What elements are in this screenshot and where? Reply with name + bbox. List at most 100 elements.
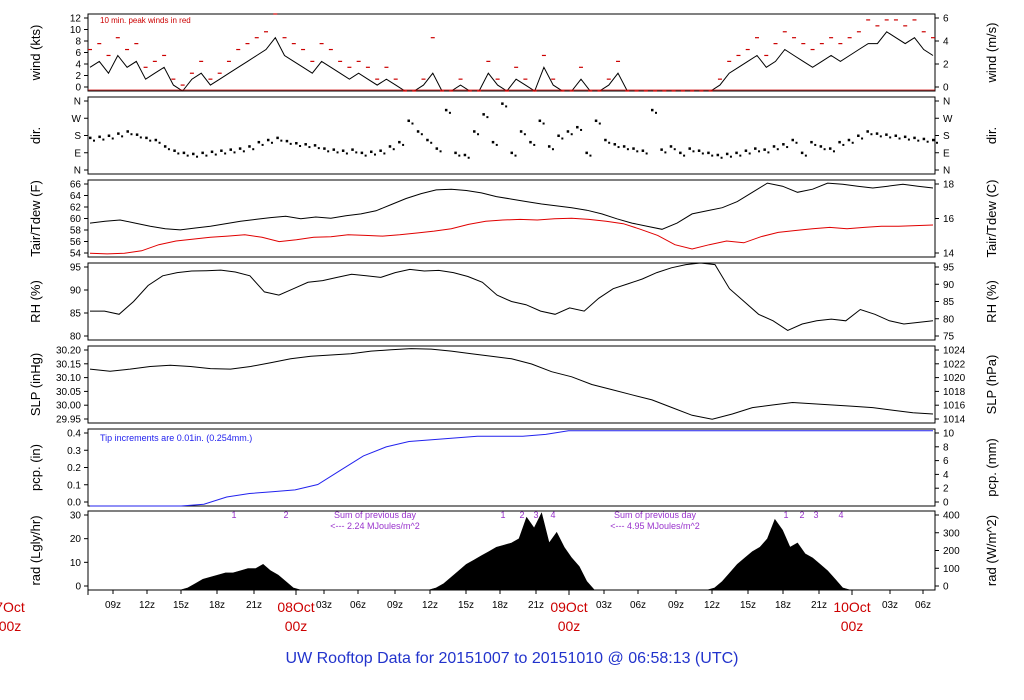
wind-dir-point [299,144,302,147]
wind-dir-point [936,141,938,144]
wind-dir-point [345,152,348,155]
wind-dir-point [828,147,832,150]
left-axis-label: pcp. (in) [28,444,43,491]
wind-dir-point [594,119,598,123]
wind-dir-point [622,145,626,148]
wind-dir-point [205,154,208,157]
right-tick-label: 8 [943,442,949,453]
right-axis-label: Tair/Tdew (C) [984,179,999,257]
date-label: 7Oct [0,599,25,615]
wind-dir-point [557,134,560,137]
wind-dir-point [879,135,882,138]
x-tick-label: 03z [882,600,898,611]
left-tick-label: 0 [75,83,81,94]
left-tick-label: 0.0 [67,498,81,509]
left-tick-label: 0.4 [67,429,81,440]
date-label: 08Oct [277,599,314,615]
wind-dir-point [664,151,667,154]
wind-dir-point [317,147,320,150]
left-tick-label: 85 [70,309,82,320]
wind-dir-point [744,149,748,152]
right-tick-label: E [943,148,950,159]
wind-dir-point [392,148,395,151]
left-axis-label: rad (Lgly/hr) [28,515,43,585]
wind-dir-point [842,143,845,146]
wind-dir-point [248,145,251,148]
right-tick-label: 10 [943,429,955,440]
left-tick-label: 29.95 [56,415,81,426]
wind-dir-point [673,148,676,151]
wind-dir-point [645,152,648,155]
wind-dir-point [495,143,498,146]
series-line-0 [90,430,933,507]
wind-dir-point [870,133,873,136]
wind-dir-point [257,140,261,144]
date-time-label: 00z [0,618,21,634]
x-tick-label: 06z [915,600,931,611]
right-tick-label: 400 [943,511,960,522]
left-tick-label: 0.2 [67,463,81,474]
right-tick-label: 1024 [943,346,966,357]
wind-dir-point [739,154,742,157]
left-axis-label: SLP (inHg) [28,353,43,416]
left-tick-label: 2 [75,71,81,82]
right-tick-label: 1022 [943,359,966,370]
right-tick-label: 1018 [943,387,966,398]
wind-dir-point [913,136,916,140]
wind-dir-point [542,122,545,125]
digit-marker: 4 [838,510,843,520]
wind-dir-point [729,155,732,158]
wind-dir-point [89,136,92,140]
wind-dir-point [285,139,289,143]
page-title: UW Rooftop Data for 20151007 to 20151010… [285,650,739,667]
right-tick-label: 4 [943,470,949,481]
x-tick-label: 15z [173,600,189,611]
wind-dir-point [210,150,214,154]
panel-annotation: 10 min. peak winds in red [100,16,191,25]
wind-dir-point [598,122,601,125]
left-tick-label: W [72,114,82,125]
date-label: 10Oct [833,599,870,615]
wind-dir-point [276,136,279,140]
wind-dir-point [701,152,704,155]
wind-dir-point [242,150,245,153]
wind-dir-point [439,150,442,153]
wind-dir-point [795,141,798,144]
wind-dir-point [716,153,720,157]
wind-dir-point [117,132,120,135]
left-tick-label: 4 [75,60,81,71]
wind-dir-point [758,150,761,153]
day-sum-value: <--- 4.95 MJoules/m^2 [610,521,700,531]
wind-dir-point [327,150,330,153]
wind-dir-point [589,154,592,157]
wind-dir-point [604,138,607,142]
wind-dir-point [922,137,926,141]
wind-dir-point [791,138,794,142]
left-axis-label: dir. [28,127,43,144]
left-tick-label: 30.20 [56,346,81,357]
right-tick-label: 14 [943,249,955,260]
wind-dir-point [224,152,227,155]
wind-dir-point [332,148,336,151]
x-tick-label: 06z [350,600,366,611]
wind-dir-point [154,138,158,142]
wind-dir-point [261,143,264,146]
panel-4: 29.95 30.00 30.05 30.10 30.15 30.20 1014 1016 10… [28,345,999,426]
wind-dir-point [533,143,536,146]
wind-dir-point [407,119,410,123]
day-sum-value: <--- 2.24 MJoules/m^2 [330,521,420,531]
wind-dir-point [435,147,439,150]
wind-dir-point [851,141,854,144]
wind-dir-point [782,143,785,146]
x-tick-label: 18z [209,600,225,611]
wind-dir-point [626,148,629,151]
wind-dir-point [800,151,804,155]
x-tick-label: 18z [492,600,508,611]
wind-dir-point [898,137,901,140]
wind-dir-point [838,140,841,144]
right-tick-label: 80 [943,314,955,325]
wind-dir-point [135,133,139,136]
left-tick-label: 56 [70,237,82,248]
